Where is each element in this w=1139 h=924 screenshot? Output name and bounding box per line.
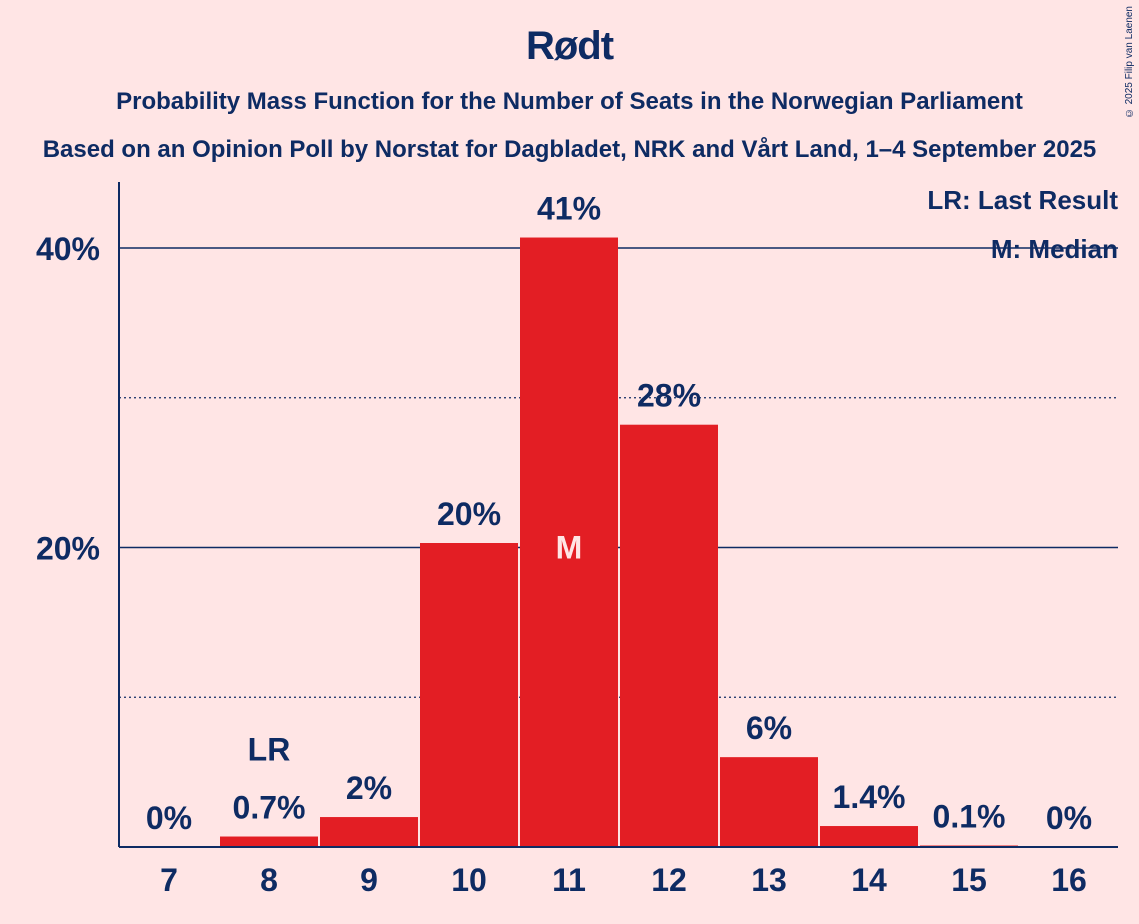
- bar: [520, 237, 618, 847]
- data-label: 41%: [537, 191, 601, 227]
- bar: [720, 757, 818, 847]
- data-label: 6%: [746, 710, 792, 746]
- x-tick-label: 16: [1051, 862, 1087, 898]
- bar: [420, 543, 518, 847]
- last-result-marker: LR: [248, 732, 291, 768]
- y-tick-label: 40%: [36, 231, 100, 267]
- x-tick-label: 11: [552, 862, 586, 898]
- bar: [820, 826, 918, 847]
- x-tick-label: 10: [451, 862, 487, 898]
- x-tick-label: 8: [260, 862, 278, 898]
- grid-layer: [119, 247, 1118, 698]
- data-label: 28%: [637, 378, 701, 414]
- legend-median: M: Median: [991, 234, 1118, 264]
- x-tick-label: 9: [360, 862, 378, 898]
- data-label: 2%: [346, 770, 392, 806]
- chart-subtitle: Probability Mass Function for the Number…: [116, 88, 1023, 115]
- x-tick-label: 13: [751, 862, 787, 898]
- bar: [620, 424, 718, 847]
- data-label: 0.1%: [933, 799, 1006, 835]
- x-tick-label: 12: [651, 862, 687, 898]
- x-tick-label: 14: [851, 862, 887, 898]
- bar: [220, 836, 318, 847]
- x-tick-label: 15: [951, 862, 987, 898]
- bar-layer: [220, 237, 1018, 847]
- data-label: 0%: [1046, 800, 1092, 836]
- label-layer: 20% 40% 0% 7 0.7% LR 8 2% 9 20% 10 41% M 11 28% 12 6% 13 1…: [36, 191, 1092, 898]
- data-label: 0.7%: [233, 790, 306, 826]
- x-tick-label: 7: [160, 862, 178, 898]
- bar: [320, 817, 418, 847]
- data-label: 20%: [437, 496, 501, 532]
- chart-source-line: Based on an Opinion Poll by Norstat for …: [42, 136, 1097, 163]
- axis-layer: [118, 182, 1118, 848]
- median-marker: M: [556, 530, 583, 566]
- y-tick-label: 20%: [36, 531, 100, 567]
- data-label: 0%: [146, 800, 192, 836]
- legend-last-result: LR: Last Result: [927, 185, 1118, 215]
- data-label: 1.4%: [833, 779, 906, 815]
- chart-title: Rødt: [525, 24, 614, 68]
